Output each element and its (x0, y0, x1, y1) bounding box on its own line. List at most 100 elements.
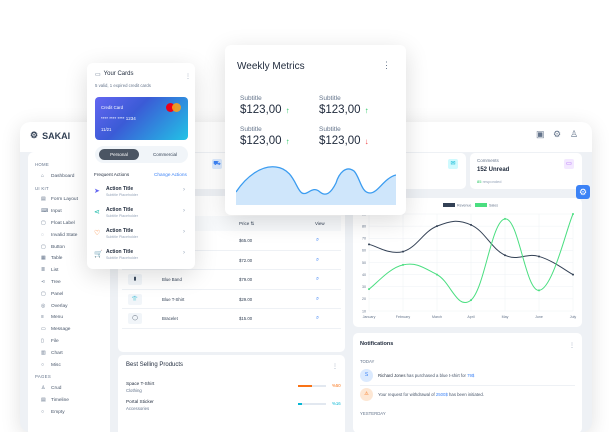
toggle-personal[interactable]: Personal (99, 149, 139, 160)
product-price: $15.00 (239, 316, 253, 322)
sidebar-item-message[interactable]: ▭ Message (35, 324, 110, 336)
x-tick-label: February (396, 315, 411, 319)
credit-card[interactable]: Credit Card **** **** **** 1234 11/21 (95, 97, 188, 140)
sidebar-item-label: Overlay (51, 303, 68, 309)
y-tick-label: 80 (362, 224, 366, 228)
data-point-revenue[interactable] (368, 243, 370, 246)
progress-bar (298, 403, 326, 405)
action-item[interactable]: 🛒 Action Title Subtitle Placeholder › (94, 247, 187, 267)
search-icon[interactable]: ⌕ (316, 237, 320, 243)
logo[interactable]: ⚙ SAKAI (30, 130, 71, 141)
data-point-sales[interactable] (538, 289, 540, 292)
sidebar-item-icon: ♙ (41, 385, 46, 392)
sidebar-item-icon: ▦ (41, 255, 46, 262)
more-icon[interactable]: ⋮ (332, 364, 338, 370)
metric-value-row: $123,00 ↑ (240, 104, 290, 116)
more-icon[interactable]: ⋮ (569, 343, 575, 349)
price-header[interactable]: Price ⇅ (239, 221, 255, 226)
notification-amount: 79$ (467, 373, 475, 378)
action-icon: 🛒 (94, 251, 103, 258)
metric-subtitle: Subtitle (319, 126, 341, 133)
data-point-sales[interactable] (368, 288, 370, 291)
more-icon[interactable]: ⋮ (382, 60, 391, 70)
more-icon[interactable]: ⋮ (185, 74, 191, 80)
sidebar-item-file[interactable]: ▯ File (35, 336, 110, 348)
notifications-card: Notifications ⋮ TODAY S Richard Jones has… (353, 333, 582, 432)
sidebar-section-label: PAGES (35, 374, 51, 380)
product-category: Clothing (126, 388, 142, 393)
legend-label: Revenue (457, 204, 471, 208)
sidebar-item-float-label[interactable]: ▢ Float Label (35, 218, 110, 230)
data-point-sales[interactable] (470, 299, 472, 302)
data-point-sales[interactable] (572, 213, 574, 215)
best-selling-title: Best Selling Products (126, 362, 184, 368)
sidebar-item-icon: ▯ (41, 337, 44, 344)
sidebar-item-crud[interactable]: ♙ Crud (35, 383, 110, 395)
data-point-revenue[interactable] (436, 225, 438, 228)
legend-swatch[interactable] (475, 203, 487, 207)
notification-text[interactable]: Your request for withdrawal of 2500$ has… (378, 392, 484, 397)
sparkline-line (236, 166, 396, 195)
search-icon[interactable]: ⌕ (316, 315, 320, 322)
action-subtitle: Subtitle Placeholder (106, 235, 138, 239)
card-icon: ▭ (95, 72, 101, 78)
action-item[interactable]: ⋖ Action Title Subtitle Placeholder › (94, 205, 187, 225)
data-point-sales[interactable] (436, 273, 438, 276)
data-point-revenue[interactable] (504, 254, 506, 257)
sidebar-item-empty[interactable]: ○ Empty (35, 407, 110, 419)
metric-value: $123,00 (240, 135, 282, 147)
config-button[interactable]: ⚙ (576, 185, 590, 199)
legend-swatch[interactable] (443, 203, 455, 207)
stat-value: 152 Unread (477, 167, 510, 173)
product-name: Blue Band (162, 277, 182, 283)
sidebar-item-overlay[interactable]: ◎ Overlay (35, 301, 110, 313)
search-icon[interactable]: ⌕ (316, 256, 320, 263)
data-point-sales[interactable] (504, 217, 506, 220)
arrow-up-icon: ↑ (285, 137, 290, 146)
comment-icon: ▭ (564, 159, 574, 169)
toggle-commercial[interactable]: Commercial (152, 152, 177, 157)
sidebar-item-misc[interactable]: ○ Misc (35, 360, 110, 372)
sidebar-item-panel[interactable]: ▢ Panel (35, 289, 110, 301)
sidebar-item-label: Message (51, 327, 71, 333)
sidebar-item-timeline[interactable]: ▤ Timeline (35, 395, 110, 407)
sidebar-item-chart[interactable]: ▥ Chart (35, 348, 110, 360)
data-point-revenue[interactable] (402, 250, 404, 253)
weekly-title: Weekly Metrics (237, 61, 305, 72)
card-type-toggle: Personal Commercial (95, 146, 188, 163)
weekly-sparkline (236, 166, 396, 205)
data-point-revenue[interactable] (572, 273, 574, 276)
search-icon[interactable]: ⌕ (316, 276, 320, 283)
change-actions-link[interactable]: Change Actions (154, 172, 187, 177)
sidebar-item-dashboard[interactable]: ⌂ Dashboard (35, 171, 110, 183)
data-point-sales[interactable] (402, 263, 404, 266)
sidebar-item-list[interactable]: ≣ List (35, 265, 110, 277)
inbox-icon: ✉ (448, 159, 458, 169)
metric-item: Subtitle $123,00 ↓ (319, 126, 369, 147)
action-item[interactable]: ♡ Action Title Subtitle Placeholder › (94, 226, 187, 246)
sidebar-item-form-layout[interactable]: ▤ Form Layout (35, 194, 110, 206)
action-item[interactable]: ➤ Action Title Subtitle Placeholder › (94, 184, 187, 204)
search-icon[interactable]: ⌕ (316, 295, 320, 302)
divider (360, 385, 575, 386)
sidebar-item-button[interactable]: ▢ Button (35, 242, 110, 254)
sidebar-item-icon: ▥ (41, 349, 46, 356)
view-header: View (315, 221, 325, 226)
user-icon[interactable]: ♙ (570, 129, 579, 139)
sidebar-item-table[interactable]: ▦ Table (35, 253, 110, 265)
data-point-revenue[interactable] (470, 223, 472, 226)
arrow-up-icon: ↑ (285, 106, 290, 115)
sidebar-item-input[interactable]: ⌨ Input (35, 206, 110, 218)
calendar-icon[interactable]: ▣ (536, 129, 545, 139)
data-point-revenue[interactable] (538, 255, 540, 258)
x-tick-label: June (535, 315, 543, 319)
sidebar-item-tree[interactable]: ⋖ Tree (35, 277, 110, 289)
settings-icon[interactable]: ⚙ (553, 129, 562, 139)
action-title: Action Title (106, 186, 134, 192)
sidebar-item-label: Tree (51, 279, 61, 285)
sidebar-item-label: Menu (51, 315, 63, 321)
sidebar-item-invalid-state[interactable]: ◌ Invalid State (35, 230, 110, 242)
notification-text[interactable]: Richard Jones has purchased a blue t-shi… (378, 373, 475, 378)
sidebar-item-menu[interactable]: ≡ Menu (35, 312, 110, 324)
progress-label: %16 (332, 401, 341, 406)
